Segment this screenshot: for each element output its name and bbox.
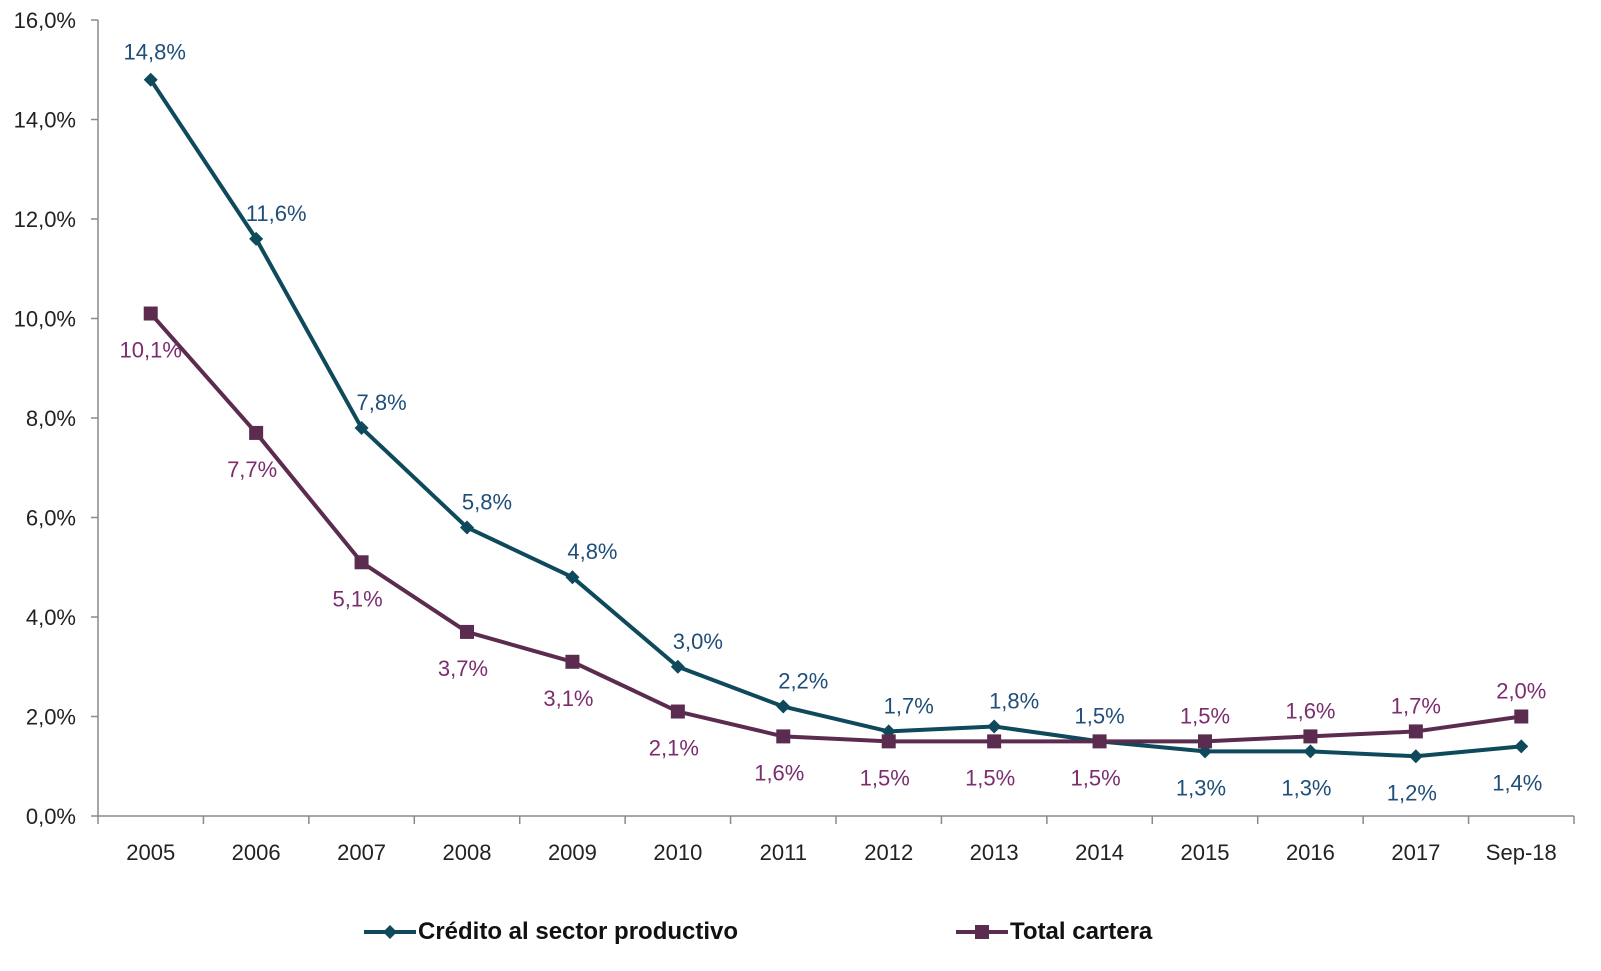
data-label: 2,2% [778, 669, 828, 694]
legend: Crédito al sector productivo Total carte… [0, 912, 1601, 952]
y-tick-label: 10,0% [14, 307, 76, 332]
data-point-square [881, 734, 896, 749]
series-line-1 [149, 312, 1522, 744]
data-label: 1,2% [1387, 780, 1437, 805]
data-label: 14,8% [124, 40, 186, 65]
data-label: 1,5% [1074, 703, 1124, 728]
data-point-square [143, 306, 158, 321]
data-point-square [1514, 709, 1529, 724]
data-label: 1,7% [1391, 693, 1441, 718]
data-label: 5,8% [462, 489, 512, 514]
data-point-diamond [354, 420, 369, 435]
data-label: 1,6% [754, 760, 804, 785]
data-label: 1,5% [965, 765, 1015, 790]
x-tick-label: Sep-18 [1486, 840, 1557, 865]
data-point-square [670, 704, 685, 719]
data-point-square [354, 555, 369, 570]
x-tick-label: 2009 [548, 840, 597, 865]
data-point-square [1303, 729, 1318, 744]
axes: 0,0% 2,0% 4,0% 6,0% 8,0% 10,0% 12,0% 14,0% 16,0%… [14, 8, 1575, 865]
data-label: 4,8% [567, 539, 617, 564]
data-label: 7,7% [227, 457, 277, 482]
legend-label-total-cartera: Total cartera [1010, 918, 1153, 945]
series-markers [143, 72, 1529, 764]
data-point-square [776, 729, 791, 744]
x-tick-label: 2012 [864, 840, 913, 865]
data-label: 3,7% [438, 656, 488, 681]
data-label: 1,6% [1285, 698, 1335, 723]
x-tick-label: 2008 [443, 840, 492, 865]
data-label: 1,5% [860, 765, 910, 790]
data-point-square [565, 654, 580, 669]
x-tick-label: 2005 [126, 840, 175, 865]
legend-square-line-icon [956, 925, 1008, 939]
x-tick-label: 2007 [337, 840, 386, 865]
data-point-square [987, 734, 1002, 749]
data-point-square [1408, 724, 1423, 739]
data-point-diamond [1514, 739, 1529, 754]
x-tick-label: 2016 [1286, 840, 1335, 865]
data-label: 3,0% [673, 629, 723, 654]
legend-label-credito: Crédito al sector productivo [418, 918, 739, 945]
data-label: 7,8% [356, 390, 406, 415]
x-tick-label: 2015 [1181, 840, 1230, 865]
legend-item-credito: Crédito al sector productivo [362, 912, 738, 952]
data-label: 1,7% [884, 693, 934, 718]
series-lines [149, 78, 1522, 759]
x-tick-label: 2006 [232, 840, 281, 865]
x-tick-label: 2013 [970, 840, 1019, 865]
data-label: 10,1% [120, 338, 182, 363]
y-tick-label: 4,0% [26, 605, 76, 630]
data-label: 2,0% [1496, 679, 1546, 704]
data-label: 11,6% [246, 201, 307, 226]
x-tick-label: 2017 [1391, 840, 1440, 865]
data-point-diamond [1408, 749, 1423, 764]
data-label: 2,1% [649, 736, 699, 761]
y-tick-label: 16,0% [14, 8, 76, 33]
data-label: 1,8% [989, 688, 1039, 713]
y-tick-label: 0,0% [26, 804, 76, 829]
data-label: 3,1% [543, 686, 593, 711]
data-point-square [460, 624, 474, 639]
legend-diamond-line-icon [364, 925, 416, 939]
data-point-square [1198, 734, 1212, 749]
data-point-square [1092, 734, 1107, 749]
y-tick-label: 14,0% [14, 108, 76, 133]
data-point-diamond [776, 699, 791, 714]
data-label: 1,3% [1281, 775, 1331, 800]
legend-item-total-cartera: Total cartera [954, 912, 1152, 952]
data-point-diamond [143, 72, 158, 87]
y-tick-label: 12,0% [14, 207, 76, 232]
x-tick-label: 2010 [653, 840, 702, 865]
data-labels: 14,8% 11,6% 7,8% 5,8% 4,8% 3,0% 2,2% 1,7% 1,8% 1,… [120, 40, 1547, 806]
data-point-square [249, 425, 264, 440]
x-tick-label: 2011 [760, 840, 807, 865]
data-point-diamond [1303, 744, 1318, 759]
y-tick-label: 2,0% [26, 705, 76, 730]
data-point-diamond [249, 231, 264, 246]
data-label: 5,1% [332, 586, 382, 611]
series-line-0 [149, 78, 1522, 759]
data-label: 1,5% [1070, 765, 1120, 790]
data-label: 1,4% [1492, 770, 1542, 795]
data-point-diamond [987, 719, 1002, 734]
data-point-diamond [460, 520, 474, 535]
data-label: 1,3% [1176, 775, 1226, 800]
y-tick-label: 8,0% [26, 406, 76, 431]
data-label: 1,5% [1180, 703, 1230, 728]
data-point-diamond [670, 659, 685, 674]
y-tick-label: 6,0% [26, 506, 76, 531]
x-tick-label: 2014 [1075, 840, 1124, 865]
data-point-diamond [565, 570, 580, 585]
